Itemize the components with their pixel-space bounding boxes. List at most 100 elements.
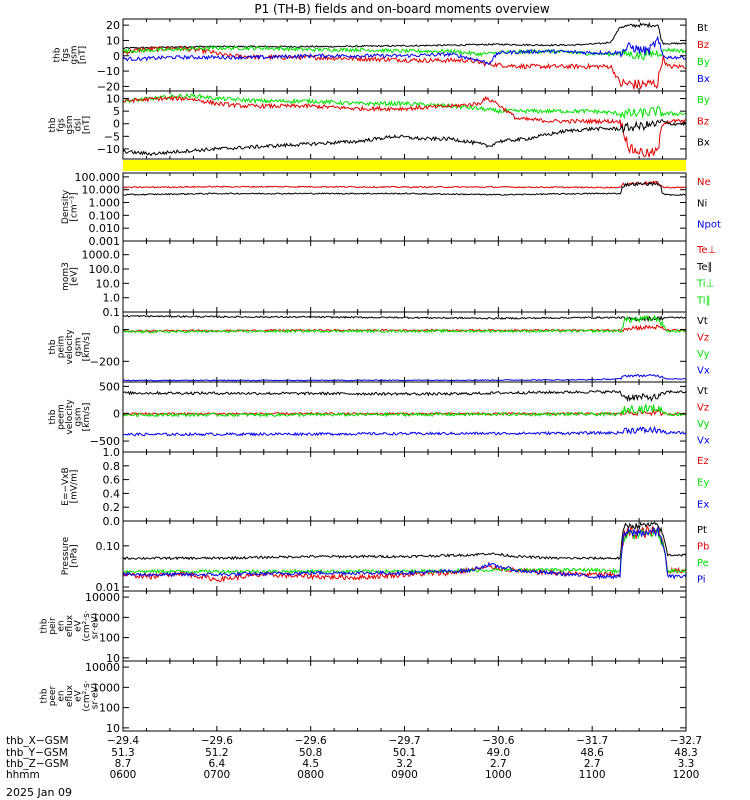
xaxis-tick-label: 0900: [391, 769, 418, 781]
ytick-label: 10: [106, 722, 120, 735]
ytick-label: −5: [104, 130, 120, 143]
series-peem_velocity-vt: [123, 389, 686, 403]
ytick-label: 1.0: [103, 292, 121, 305]
ylabel-line: gsm: [69, 45, 79, 64]
x-axis: thb_X−GSM −29.4 −29.6 −29.6 −29.7 −30.6 −31.7 −…: [6, 735, 702, 781]
ytick-label: 0.01: [96, 581, 121, 594]
ylabel-line: E=−VxB: [61, 467, 71, 505]
series-pressure-pb: [123, 525, 686, 583]
xaxis-tick-label: −29.7: [388, 735, 420, 747]
ylabel-line: [nT]: [78, 46, 88, 64]
pressure-series: [123, 521, 686, 583]
series-fgs_gsm_dsl-bz: [123, 95, 686, 158]
ytick-label: −20: [97, 80, 120, 93]
xaxis-tick-label: 48.3: [674, 747, 697, 759]
ytick-label: 1.0: [103, 446, 121, 459]
xaxis-tick-label: 51.3: [111, 747, 134, 759]
peim_velocity-frame: [122, 311, 687, 383]
xaxis-tick-label: 49.0: [487, 747, 510, 759]
ylabel-line: peem: [57, 404, 67, 430]
pressure-frame: [122, 520, 687, 592]
legend-pressure-item: Pi: [697, 575, 706, 586]
plot-panels: 20100−10−20thbfgsgsm[nT]BtBzByBx1050−5−1…: [40, 18, 721, 735]
xaxis-tick-label: 51.2: [205, 747, 228, 759]
peir_eflux-frame: [122, 590, 687, 662]
panel-pressure: 0.10 0.01 Pressure[nPa] Pt Pb Pe Pi: [61, 520, 709, 594]
series-fgs_gsm-bt: [123, 21, 686, 50]
ylabel-line: velocity: [65, 329, 75, 365]
ytick-label: 1.000: [89, 197, 121, 210]
series-peem_velocity-vx: [123, 425, 686, 437]
ytick-label: 0.0: [103, 515, 121, 528]
ytick-label: 100: [99, 632, 120, 645]
xaxis-tick-label: 50.8: [299, 747, 322, 759]
ytick-label: 10000: [85, 591, 120, 604]
ylabel-line: fgs: [57, 118, 67, 132]
ytick-label: 100.0: [89, 263, 121, 276]
xaxis-tick-label: 3.2: [396, 758, 413, 770]
legend-peim_velocity-item: Vz: [697, 333, 709, 344]
legend-peim_velocity-item: Vt: [697, 316, 708, 327]
ytick-label: 0.10: [96, 540, 121, 553]
xaxis-tick-label: 1100: [579, 769, 606, 781]
xaxis-tick-label: 0700: [203, 769, 230, 781]
legend-fgs_gsm-item: Bx: [697, 74, 710, 85]
series-fgs_gsm-bz: [123, 45, 686, 90]
e_field-frame: [122, 451, 687, 522]
xaxis-tick-label: −31.7: [576, 735, 608, 747]
xaxis-tick-label: 1200: [673, 769, 700, 781]
xaxis-tick-label: 3.3: [678, 758, 695, 770]
ylabel-line: [km/s]: [82, 333, 92, 362]
ylabel-line: gsm: [74, 407, 84, 426]
panel-peir_eflux: 10000 1000 100 10 thbpeirenefluxeV(cm²·s·sr·…: [40, 590, 687, 665]
state-bar: [123, 160, 686, 171]
xaxis-tick-label: 6.4: [208, 758, 225, 770]
xaxis-row-label: thb_Z−GSM: [6, 758, 69, 770]
xaxis-row-label: thb_Y−GSM: [6, 747, 68, 759]
ylabel-line: sr·eV): [91, 683, 101, 709]
xaxis-tick-label: −32.7: [670, 735, 702, 747]
ylabel-line: en: [57, 690, 67, 701]
series-peem_velocity-vy: [123, 402, 686, 418]
ytick-label: 1000: [92, 611, 120, 624]
ylabel-line: peir: [48, 617, 58, 635]
legend-pressure-item: Pe: [697, 558, 709, 569]
ytick-label: 10.0: [96, 277, 121, 290]
mode-bar: [123, 160, 686, 171]
legend-pressure-item: Pt: [697, 525, 707, 536]
xaxis-tick-label: 0800: [297, 769, 324, 781]
peem_velocity-series: [123, 389, 686, 437]
ytick-label: 0: [113, 50, 120, 63]
date-label: 2025 Jan 09: [6, 786, 72, 799]
legend-peem_velocity-item: Vz: [697, 403, 709, 414]
series-density-ni: [123, 181, 686, 197]
series-pressure-pi: [123, 525, 686, 580]
ylabel-line: [km/s]: [82, 403, 92, 432]
legend-e_field-item: Ez: [697, 456, 709, 467]
xaxis-tick-label: −29.6: [201, 735, 233, 747]
series-fgs_gsm-bx: [123, 35, 686, 66]
series-fgs_gsm_dsl-bx: [123, 119, 686, 157]
xaxis-tick-label: 8.7: [115, 758, 132, 770]
ylabel-line: thb: [40, 688, 50, 703]
ylabel-line: gsm: [65, 115, 75, 134]
legend-e_field-item: Ex: [697, 499, 709, 510]
ytick-label: −500: [90, 435, 120, 448]
legend-pressure-item: Pb: [697, 542, 709, 553]
ytick-label: 0: [113, 324, 120, 337]
ytick-label: 100.000: [75, 171, 121, 184]
xaxis-tick-label: −29.4: [107, 735, 139, 747]
ytick-label: −10: [97, 65, 120, 78]
ylabel-line: peer: [48, 685, 58, 706]
ytick-label: 20: [106, 19, 120, 32]
legend-fgs_gsm_dsl-item: Bx: [697, 138, 710, 149]
legend-fgs_gsm_dsl-item: Bz: [697, 116, 709, 127]
xaxis-tick-label: 50.1: [393, 747, 416, 759]
ylabel-line: [nPa]: [69, 544, 79, 567]
ylabel-line: thb: [48, 339, 58, 354]
ytick-label: 0.010: [89, 222, 121, 235]
